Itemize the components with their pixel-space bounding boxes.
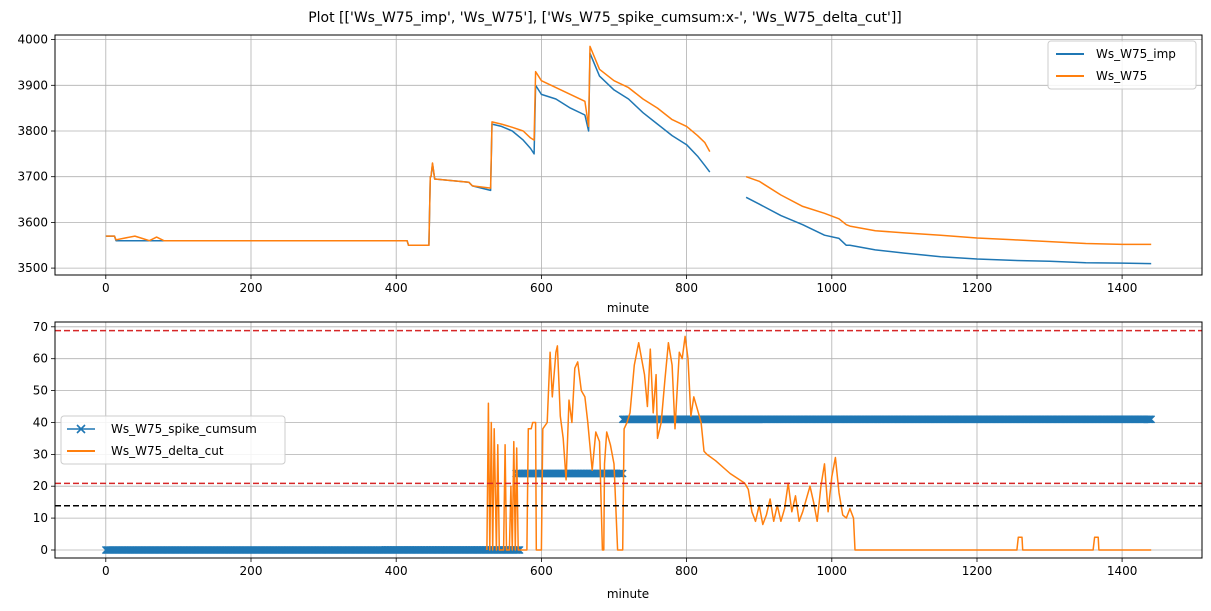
top-x-tick-label: 400 bbox=[385, 281, 408, 295]
figure-title: Plot [['Ws_W75_imp', 'Ws_W75'], ['Ws_W75… bbox=[308, 10, 902, 26]
top-legend-label-ws: Ws_W75 bbox=[1096, 69, 1147, 83]
bottom-legend-label-cumsum: Ws_W75_spike_cumsum bbox=[111, 422, 257, 436]
bottom-y-tick-label: 40 bbox=[33, 416, 48, 430]
top-legend-box bbox=[1047, 40, 1197, 90]
top-x-axis-label: minute bbox=[607, 301, 649, 315]
top-legend: Ws_W75_imp Ws_W75 bbox=[1047, 40, 1197, 90]
series-markers-x bbox=[101, 546, 524, 554]
bottom-legend-marker-x bbox=[76, 424, 86, 434]
series-line-ws-w75 bbox=[105, 45, 1152, 247]
top-x-tick-label: 200 bbox=[240, 281, 263, 295]
top-x-tick-label: 0 bbox=[102, 281, 110, 295]
bottom-axes-frame bbox=[54, 321, 1203, 559]
bottom-subplot: 0 200 400 600 800 1000 1200 1400 0 10 20 30 40 50 60 70… bbox=[33, 320, 1203, 601]
series-segment-ws-w75-spike-cumsum bbox=[618, 415, 1156, 424]
top-subplot: 0 200 400 600 800 1000 1200 1400 3500 3600 3700 380… bbox=[17, 33, 1203, 315]
top-x-tick-label: 1000 bbox=[817, 281, 848, 295]
top-x-tick-label: 1400 bbox=[1107, 281, 1138, 295]
top-x-tick-label: 600 bbox=[530, 281, 553, 295]
top-plot-area bbox=[55, 35, 1202, 275]
bottom-x-tick-label: 0 bbox=[102, 564, 110, 578]
bottom-x-tick-label: 400 bbox=[385, 564, 408, 578]
bottom-x-tick-label: 200 bbox=[240, 564, 263, 578]
top-x-tick-label: 800 bbox=[675, 281, 698, 295]
bottom-ref-lines bbox=[55, 329, 1202, 507]
bottom-y-tick-label: 30 bbox=[33, 447, 48, 461]
top-y-tick-label: 3700 bbox=[17, 170, 48, 184]
top-x-tick-label: 1200 bbox=[962, 281, 993, 295]
bottom-x-tick-label: 1200 bbox=[962, 564, 993, 578]
top-grid bbox=[55, 35, 1202, 275]
bottom-legend-box bbox=[60, 415, 286, 465]
bottom-legend-label-delta: Ws_W75_delta_cut bbox=[111, 444, 224, 458]
bottom-legend: Ws_W75_spike_cumsum Ws_W75_delta_cut bbox=[60, 415, 286, 465]
bottom-y-tick-label: 20 bbox=[33, 479, 48, 493]
top-y-tick-label: 3500 bbox=[17, 261, 48, 275]
bottom-series-lines bbox=[101, 335, 1156, 554]
bottom-x-axis-label: minute bbox=[607, 587, 649, 601]
top-series-lines bbox=[105, 45, 1152, 265]
top-axes-frame bbox=[54, 34, 1203, 276]
bottom-y-tick-label: 60 bbox=[33, 352, 48, 366]
top-legend-label-imp: Ws_W75_imp bbox=[1096, 47, 1176, 61]
bottom-x-tick-label: 1000 bbox=[817, 564, 848, 578]
bottom-ticks: 0 200 400 600 800 1000 1200 1400 0 10 20 30 40 50 60 70 bbox=[33, 320, 1138, 578]
series-markers-x bbox=[512, 469, 627, 478]
series-segment-ws-w75-spike-cumsum bbox=[512, 469, 627, 478]
top-y-tick-label: 4000 bbox=[17, 33, 48, 47]
bottom-y-tick-label: 70 bbox=[33, 320, 48, 334]
bottom-y-tick-label: 10 bbox=[33, 511, 48, 525]
top-y-tick-label: 3900 bbox=[17, 78, 48, 92]
bottom-x-tick-label: 1400 bbox=[1107, 564, 1138, 578]
top-ticks: 0 200 400 600 800 1000 1200 1400 3500 3600 3700 380… bbox=[17, 33, 1137, 295]
bottom-y-tick-label: 50 bbox=[33, 384, 48, 398]
top-y-tick-label: 3600 bbox=[17, 215, 48, 229]
series-segment-ws-w75-spike-cumsum bbox=[101, 546, 524, 554]
bottom-x-tick-label: 600 bbox=[530, 564, 553, 578]
bottom-x-tick-label: 800 bbox=[675, 564, 698, 578]
top-y-tick-label: 3800 bbox=[17, 124, 48, 138]
bottom-y-tick-label: 0 bbox=[40, 543, 48, 557]
series-line-ws-w75-delta-cut bbox=[486, 335, 1152, 551]
series-markers-x bbox=[618, 415, 1156, 424]
